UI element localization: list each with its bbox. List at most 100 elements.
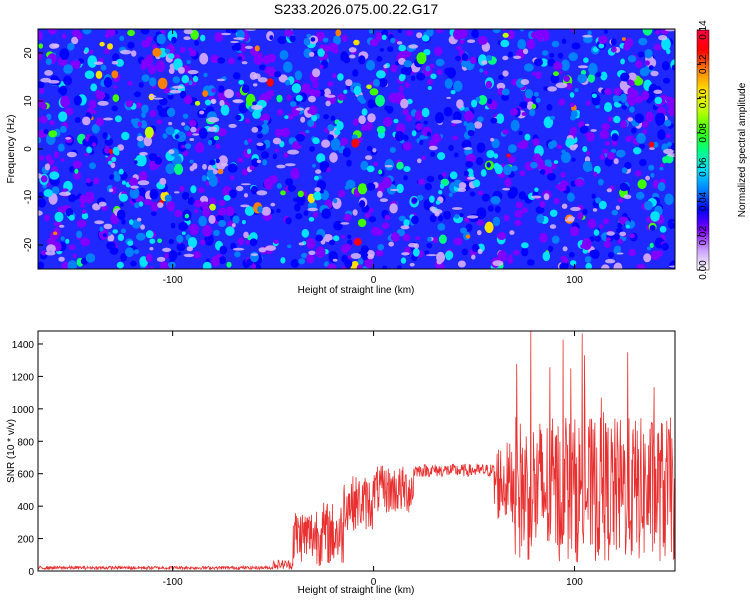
heatmap-low-patch	[649, 147, 655, 151]
heatmap-cell	[192, 75, 199, 83]
heatmap-cell	[86, 146, 92, 154]
heatmap-low-patch	[199, 110, 205, 115]
heatmap-cell	[397, 265, 402, 269]
heatmap-cell	[463, 170, 469, 177]
heatmap-cell	[40, 175, 48, 183]
heatmap-cell	[179, 46, 186, 54]
heatmap-cell	[441, 172, 447, 177]
heatmap-cell	[99, 41, 105, 47]
heatmap-cell	[373, 161, 379, 167]
heatmap-cell	[459, 213, 464, 218]
heatmap-low-patch	[192, 133, 200, 136]
heatmap-low-patch	[230, 41, 239, 43]
heatmap-cell	[322, 45, 331, 52]
heatmap-cell	[662, 156, 668, 164]
heatmap-cell	[312, 164, 316, 168]
heatmap-cell	[469, 191, 476, 197]
heatmap-low-patch	[340, 222, 350, 225]
heatmap-cell	[539, 169, 546, 175]
heatmap-cell	[357, 183, 368, 195]
heatmap-cell	[232, 215, 240, 224]
heatmap-cell	[120, 253, 127, 262]
heatmap-cell	[283, 61, 293, 73]
heatmap-cell	[138, 82, 144, 88]
heatmap-cell	[85, 253, 96, 263]
heatmap-cell	[164, 194, 172, 202]
heatmap-cell	[553, 160, 559, 164]
heatmap-cell	[138, 201, 144, 207]
heatmap-cell	[65, 208, 74, 217]
heatmap-cell	[510, 165, 518, 172]
heatmap-cell	[378, 169, 383, 175]
heatmap-cell	[84, 194, 92, 203]
heatmap-low-patch	[258, 247, 267, 253]
heatmap-cell	[649, 225, 656, 232]
colorbar-tick-label: 0.00	[698, 260, 709, 280]
heatmap-cell	[146, 62, 153, 69]
heatmap-cell	[177, 251, 182, 256]
heatmap-cell	[520, 139, 529, 149]
heatmap-cell	[608, 252, 614, 259]
heatmap-cell	[613, 87, 622, 96]
heatmap-cell	[653, 43, 663, 51]
heatmap-low-patch	[228, 123, 237, 128]
heatmap-cell	[199, 52, 209, 65]
heatmap-cell	[477, 35, 488, 45]
heatmap-cell	[667, 222, 675, 229]
heatmap-low-patch	[605, 259, 616, 264]
heatmap-cell	[429, 195, 435, 203]
heatmap-cell	[642, 128, 648, 135]
heatmap-cell	[194, 40, 200, 46]
heatmap-cell	[154, 165, 159, 169]
heatmap-cell	[617, 238, 623, 245]
heatmap-cell	[436, 29, 444, 34]
heatmap-cell	[359, 200, 366, 208]
heatmap-cell	[287, 244, 292, 249]
heatmap-cell	[130, 260, 137, 267]
heatmap-cell	[352, 69, 359, 77]
heatmap-cell	[181, 75, 190, 84]
heatmap-cell	[307, 119, 315, 127]
heatmap-cell	[613, 245, 621, 255]
heatmap-cell	[140, 120, 148, 129]
heatmap-cell	[277, 36, 287, 45]
heatmap-cell	[490, 195, 501, 205]
heatmap-cell	[402, 108, 409, 116]
heatmap-cell	[81, 212, 89, 220]
heatmap-cell	[137, 154, 147, 167]
heatmap-cell	[145, 230, 154, 239]
heatmap-cell	[344, 185, 350, 190]
heatmap-cell	[483, 70, 488, 76]
heatmap-cell	[546, 104, 553, 111]
heatmap-cell	[498, 74, 504, 80]
heatmap-cell	[63, 75, 72, 86]
heatmap-cell	[137, 140, 146, 149]
heatmap-cell	[327, 263, 337, 269]
heatmap-cell	[44, 163, 51, 171]
heatmap-low-patch	[284, 163, 296, 167]
heatmap-cell	[625, 224, 630, 229]
heatmap-cell	[509, 230, 515, 235]
heatmap-cell	[296, 194, 306, 206]
heatmap-cell	[384, 214, 390, 220]
heatmap-low-patch	[65, 137, 71, 140]
heatmap-cell	[371, 226, 381, 236]
heatmap-cell	[311, 114, 318, 122]
heatmap-cell	[416, 72, 426, 81]
heatmap-low-patch	[463, 147, 473, 150]
heatmap-cell	[418, 178, 425, 185]
heatmap-cell	[137, 121, 142, 127]
heatmap-cell	[238, 79, 245, 85]
heatmap-cell	[570, 260, 577, 266]
heatmap-low-patch	[265, 245, 277, 251]
heatmap-cell	[556, 144, 563, 150]
heatmap-cell	[613, 233, 620, 241]
heatmap-cell	[445, 250, 454, 260]
heatmap-cell	[149, 77, 157, 87]
heatmap-cell	[591, 249, 600, 259]
heatmap-cell	[217, 168, 224, 175]
heatmap-low-patch	[396, 41, 403, 45]
heatmap-cell	[217, 57, 225, 64]
heatmap-cell	[637, 51, 645, 58]
heatmap-cell	[340, 137, 349, 146]
